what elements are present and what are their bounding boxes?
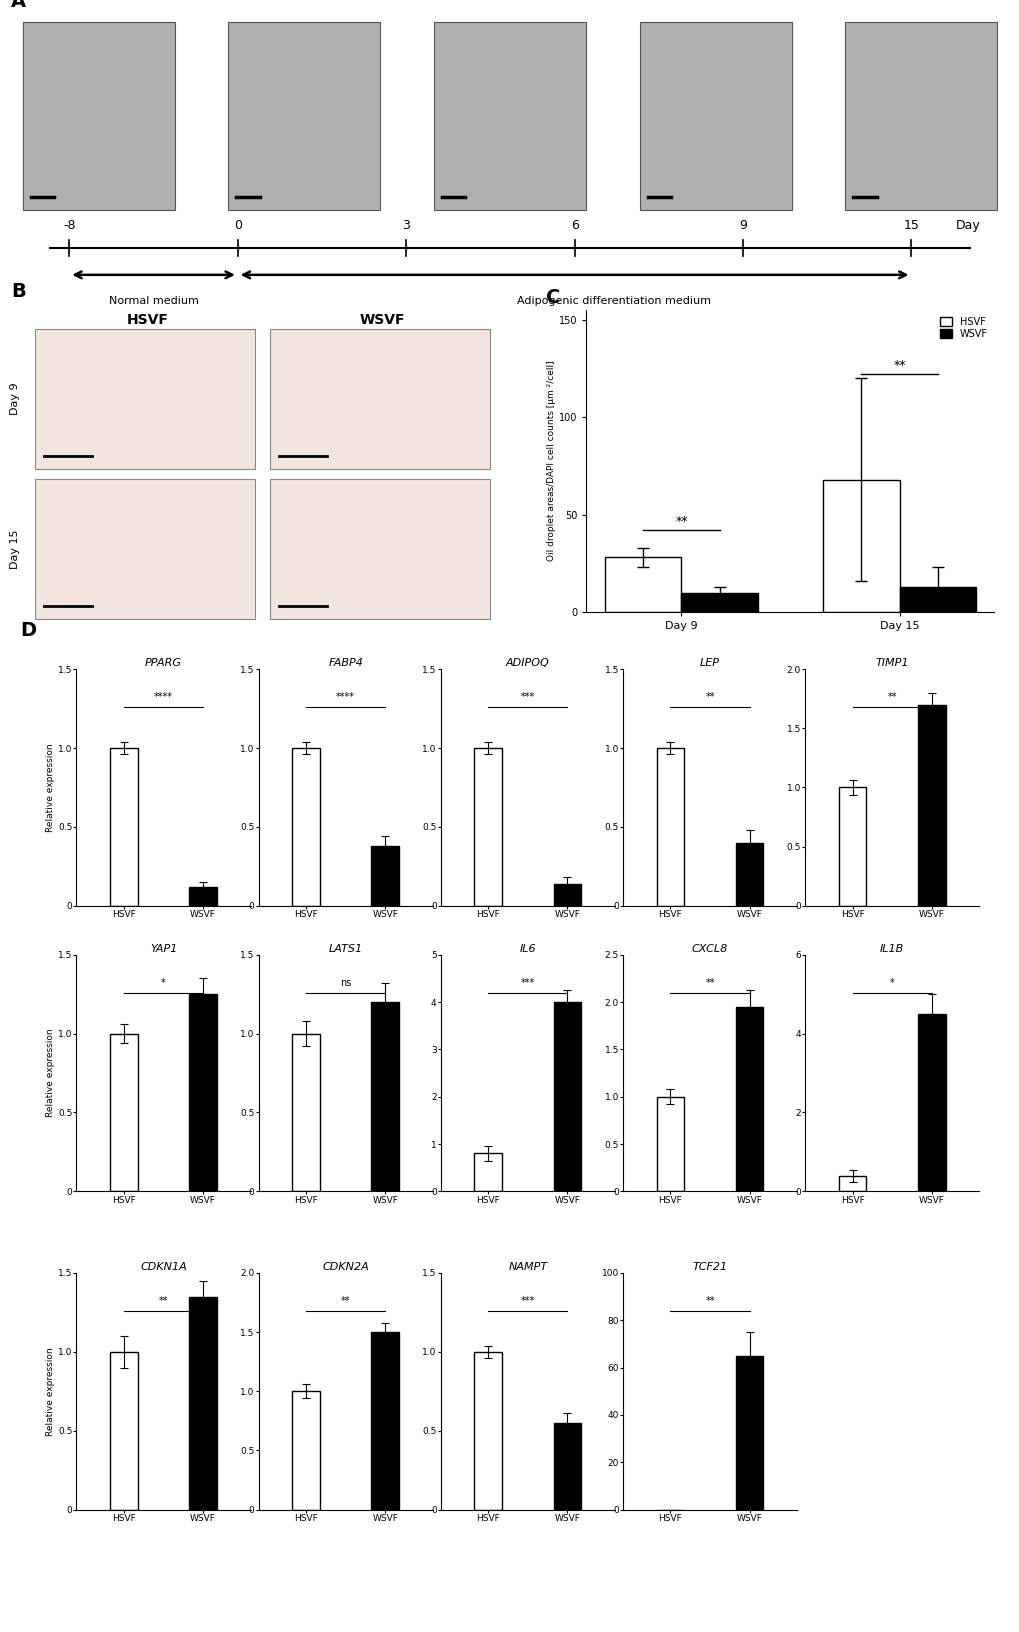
Text: -8: -8	[63, 219, 75, 232]
Text: ****: ****	[336, 692, 355, 702]
Y-axis label: Relative expression: Relative expression	[46, 1028, 55, 1118]
Bar	[735, 1007, 762, 1191]
Text: Day: Day	[955, 219, 979, 232]
Text: Day 9: Day 9	[10, 384, 20, 416]
Text: C: C	[545, 287, 559, 307]
Bar	[656, 1097, 684, 1191]
Title: IL6: IL6	[519, 943, 536, 955]
Title: CDKN2A: CDKN2A	[322, 1262, 369, 1273]
Title: NAMPT: NAMPT	[507, 1262, 547, 1273]
FancyBboxPatch shape	[35, 330, 255, 470]
Text: 9: 9	[739, 219, 746, 232]
Text: D: D	[20, 620, 37, 640]
Y-axis label: Oil droplet areas/DAPI cell counts [μm ²/cell]: Oil droplet areas/DAPI cell counts [μm ²…	[546, 361, 555, 561]
Bar	[190, 886, 217, 906]
Bar	[735, 842, 762, 906]
Bar	[899, 586, 975, 612]
Text: A: A	[10, 0, 25, 11]
Bar	[838, 1175, 865, 1191]
Bar	[656, 747, 684, 906]
Bar	[553, 1423, 581, 1510]
Text: B: B	[11, 282, 25, 300]
FancyBboxPatch shape	[434, 21, 585, 211]
FancyBboxPatch shape	[269, 478, 490, 619]
Text: *: *	[889, 978, 894, 987]
FancyBboxPatch shape	[269, 330, 490, 470]
FancyBboxPatch shape	[22, 21, 174, 211]
Bar	[553, 883, 581, 906]
Text: 3: 3	[401, 219, 410, 232]
Title: YAP1: YAP1	[150, 943, 177, 955]
Text: HSVF: HSVF	[126, 313, 168, 328]
Title: CXCL8: CXCL8	[691, 943, 728, 955]
FancyBboxPatch shape	[845, 21, 997, 211]
Bar	[190, 994, 217, 1191]
Text: *: *	[161, 978, 166, 987]
Bar	[917, 705, 945, 906]
Text: **: **	[893, 359, 905, 372]
Bar	[110, 747, 138, 906]
Text: 15: 15	[903, 219, 918, 232]
FancyBboxPatch shape	[35, 478, 255, 619]
Bar	[474, 1154, 501, 1191]
Bar	[681, 592, 757, 612]
Text: 6: 6	[570, 219, 578, 232]
Bar	[917, 1013, 945, 1191]
FancyBboxPatch shape	[639, 21, 791, 211]
Text: ****: ****	[154, 692, 173, 702]
Text: **: **	[159, 1296, 168, 1306]
Bar	[292, 1390, 320, 1510]
Title: FABP4: FABP4	[328, 658, 363, 669]
Text: **: **	[704, 692, 714, 702]
Text: 0: 0	[233, 219, 242, 232]
Text: **: **	[675, 516, 687, 529]
Bar	[110, 1033, 138, 1191]
Bar	[371, 1332, 398, 1510]
Bar	[190, 1296, 217, 1510]
Bar	[474, 1351, 501, 1510]
Title: PPARG: PPARG	[145, 658, 181, 669]
Bar	[110, 1351, 138, 1510]
Text: ***: ***	[521, 1296, 534, 1306]
Bar	[474, 747, 501, 906]
Bar	[553, 1002, 581, 1191]
Title: LEP: LEP	[699, 658, 719, 669]
Bar	[292, 1033, 320, 1191]
Text: **: **	[704, 1296, 714, 1306]
Text: Normal medium: Normal medium	[109, 297, 199, 307]
Bar	[838, 788, 865, 906]
Text: WSVF: WSVF	[360, 313, 405, 328]
Title: LATS1: LATS1	[328, 943, 363, 955]
Legend: HSVF, WSVF: HSVF, WSVF	[937, 315, 988, 341]
Text: **: **	[704, 978, 714, 987]
Text: ***: ***	[521, 692, 534, 702]
Bar	[735, 1356, 762, 1510]
FancyBboxPatch shape	[228, 21, 380, 211]
Text: ***: ***	[521, 978, 534, 987]
Text: **: **	[887, 692, 896, 702]
Bar	[371, 1002, 398, 1191]
Y-axis label: Relative expression: Relative expression	[46, 1346, 55, 1436]
Text: **: **	[340, 1296, 351, 1306]
Title: TIMP1: TIMP1	[874, 658, 908, 669]
Title: IL1B: IL1B	[879, 943, 904, 955]
Title: CDKN1A: CDKN1A	[140, 1262, 186, 1273]
Bar	[604, 558, 681, 612]
Bar	[292, 747, 320, 906]
Text: Adipogenic differentiation medium: Adipogenic differentiation medium	[517, 297, 710, 307]
Y-axis label: Relative expression: Relative expression	[46, 743, 55, 832]
Bar	[822, 480, 899, 612]
Text: Day 15: Day 15	[10, 529, 20, 568]
Title: ADIPOQ: ADIPOQ	[505, 658, 549, 669]
Title: TCF21: TCF21	[692, 1262, 727, 1273]
Bar	[371, 845, 398, 906]
Text: ns: ns	[339, 978, 351, 987]
